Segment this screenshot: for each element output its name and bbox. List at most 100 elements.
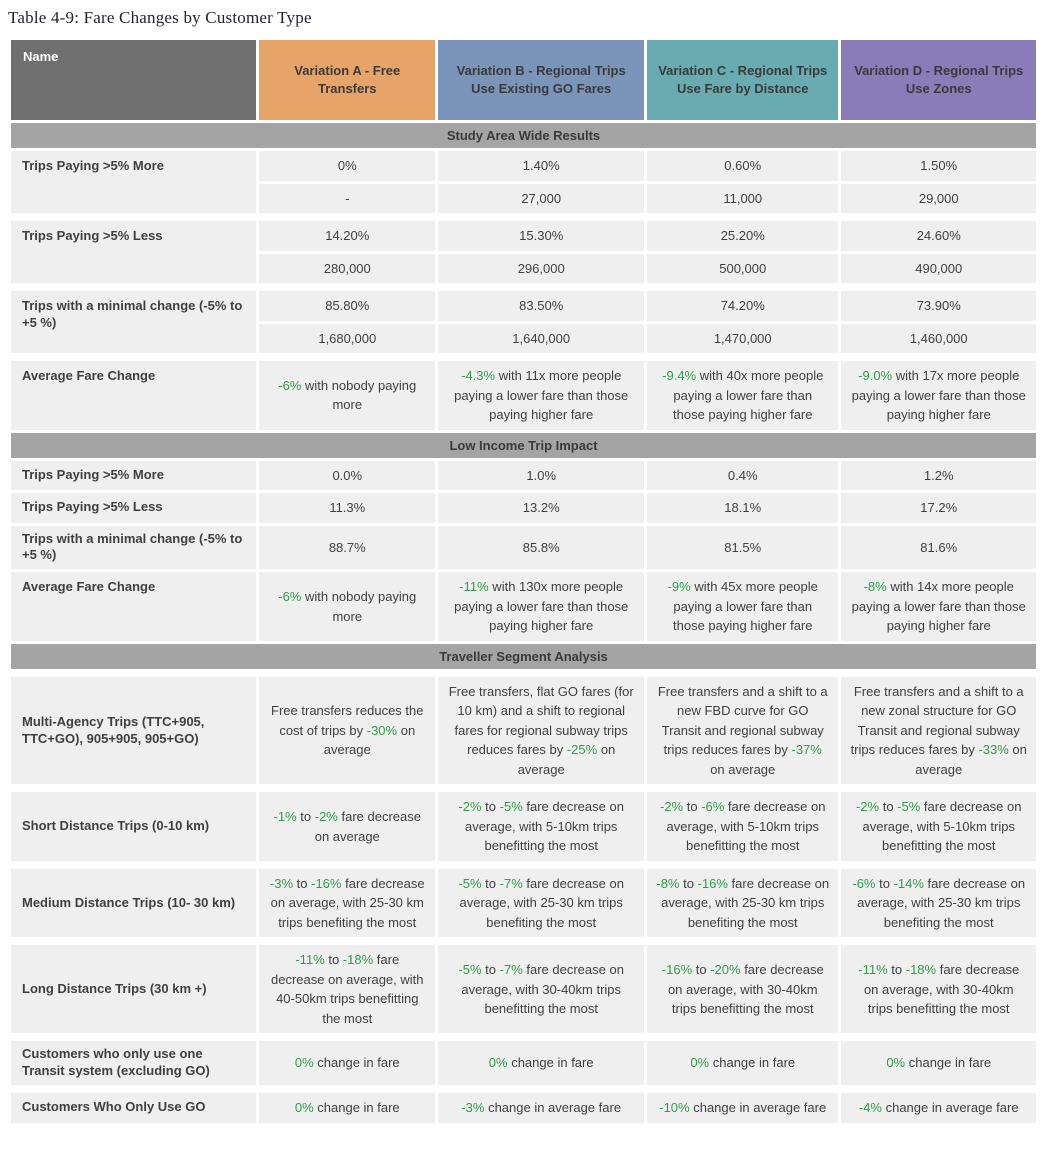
row-label: Average Fare Change — [11, 572, 257, 641]
cell-text: with 14x more people paying a lower fare… — [851, 579, 1026, 634]
value-cell: 0.60% — [647, 151, 839, 181]
cell-text: to — [481, 799, 500, 815]
highlight-percent: 0% — [488, 1055, 508, 1071]
cell-text: fare decrease on average, with 25-30 km … — [661, 875, 830, 930]
highlight-percent: -18% — [905, 962, 937, 978]
table-caption: Table 4-9: Fare Changes by Customer Type — [8, 8, 312, 27]
highlight-percent: -14% — [893, 875, 924, 891]
column-header-variation-c: Variation C - Regional Trips Use Fare by… — [647, 40, 839, 120]
value-cell: 1,460,000 — [841, 323, 1036, 353]
cell-text: change in average fare — [881, 1100, 1019, 1116]
cell-text: to — [679, 875, 698, 891]
table-row: Trips Paying >5% Less 11.3% 13.2% 18.1% 17.2… — [11, 493, 1036, 523]
row-label: Customers who only use one Transit syste… — [11, 1041, 257, 1086]
value-cell: 1,640,000 — [438, 323, 645, 353]
row-label: Trips Paying >5% Less — [11, 221, 257, 283]
cell-text: fare decrease on average, with 5-10km tr… — [666, 799, 826, 854]
cell-text: Free transfers and a shift to a new FBD … — [657, 683, 828, 758]
row-label: Trips with a minimal change (-5% to +5 %… — [11, 291, 257, 353]
row-label: Trips Paying >5% Less — [11, 493, 257, 523]
highlight-percent: -4% — [858, 1100, 882, 1116]
value-cell: 0.4% — [647, 460, 839, 490]
highlight-percent: -1% — [273, 809, 297, 825]
value-cell: -5% to -7% fare decrease on average, wit… — [438, 868, 645, 938]
row-gap-cell — [11, 356, 1036, 358]
highlight-percent: -37% — [791, 742, 822, 758]
value-cell: 490,000 — [841, 253, 1036, 283]
cell-text: fare decrease on average, with 5-10km tr… — [464, 799, 624, 854]
cell-text: fare decrease on average, with 5-10km tr… — [862, 799, 1022, 854]
row-gap — [11, 286, 1036, 288]
cell-text: fare decrease on average, with 25-30 km … — [459, 875, 624, 930]
highlight-percent: -11% — [459, 579, 489, 595]
table-row: Customers who only use one Transit syste… — [11, 1041, 1036, 1086]
highlight-percent: -3% — [461, 1100, 485, 1116]
value-cell: 280,000 — [259, 253, 436, 283]
value-cell: -11% with 130x more people paying a lowe… — [438, 572, 645, 641]
cell-text: to — [692, 962, 711, 978]
highlight-percent: -11% — [858, 962, 888, 978]
row-gap-cell — [11, 1088, 1036, 1090]
value-cell: -11% to -18% fare decrease on average, w… — [259, 945, 436, 1034]
cell-text: on average — [323, 722, 416, 758]
cell-text: with nobody paying more — [301, 589, 417, 624]
cell-text: with 130x more people paying a lower far… — [454, 579, 629, 634]
table-row: Trips Paying >5% Less 14.20% 15.30% 25.20% 2… — [11, 221, 1036, 283]
row-label: Trips with a minimal change (-5% to +5 %… — [11, 525, 257, 570]
fare-changes-table: Name Variation A - Free Transfers Variatio… — [8, 37, 1039, 1126]
table-body: Study Area Wide Results Trips Paying >5% … — [11, 123, 1036, 1123]
highlight-percent: -16% — [697, 875, 728, 891]
value-cell: -8% with 14x more people paying a lower … — [841, 572, 1036, 641]
value-cell: 0% — [259, 151, 436, 181]
cell-text: to — [481, 962, 500, 978]
highlight-percent: -18% — [342, 952, 374, 968]
cell-text: fare decrease on average — [314, 809, 421, 844]
value-cell: -2% to -5% fare decrease on average, wit… — [841, 792, 1036, 861]
value-cell: -8% to -16% fare decrease on average, wi… — [647, 868, 839, 938]
cell-text: change in fare — [313, 1055, 400, 1071]
value-cell: -5% to -7% fare decrease on average, wit… — [438, 945, 645, 1034]
cell-text: to — [296, 809, 315, 825]
cell-text: with 11x more people paying a lower fare… — [454, 368, 629, 422]
value-cell: 85.8% — [438, 525, 645, 570]
highlight-percent: -9.0% — [858, 368, 893, 383]
section-row: Low Income Trip Impact — [11, 432, 1036, 458]
table-row: Trips Paying >5% More 0% 1.40% 0.60% 1.50% — [11, 151, 1036, 213]
highlight-percent: -30% — [366, 722, 398, 738]
value-cell: -2% to -5% fare decrease on average, wit… — [438, 792, 645, 861]
row-label: Trips Paying >5% More — [11, 151, 257, 213]
cell-text: to — [324, 952, 343, 968]
row-gap — [11, 356, 1036, 358]
highlight-percent: -20% — [710, 962, 741, 978]
value-cell: 0% change in fare — [259, 1041, 436, 1086]
value-cell: 24.60% — [841, 221, 1036, 251]
value-cell: -9.0% with 17x more people paying a lowe… — [841, 361, 1036, 430]
value-cell: 296,000 — [438, 253, 645, 283]
table-row: 280,000 296,000 500,000 490,000 — [11, 253, 1036, 283]
cell-text: to — [683, 799, 702, 815]
row-label: Customers Who Only Use GO — [11, 1093, 257, 1123]
row-gap — [11, 672, 1036, 674]
cell-text: on average — [517, 742, 616, 777]
table-row: Trips with a minimal change (-5% to +5 %… — [11, 525, 1036, 570]
cell-text: with 45x more people paying a lower fare… — [673, 579, 818, 634]
column-header-variation-b: Variation B - Regional Trips Use Existin… — [438, 40, 645, 120]
cell-text: on average — [915, 742, 1027, 777]
highlight-percent: -2% — [314, 809, 338, 825]
cell-text: Free transfers reduces the cost of trips… — [271, 703, 424, 738]
value-cell: Free transfers and a shift to a new zona… — [841, 676, 1036, 785]
cell-text: fare decrease on average, with 40-50km t… — [271, 952, 424, 1026]
value-cell: -6% with nobody paying more — [259, 361, 436, 430]
value-cell: 25.20% — [647, 221, 839, 251]
value-cell: 1,470,000 — [647, 323, 839, 353]
cell-text: to — [481, 875, 500, 891]
value-cell: 0% change in fare — [259, 1093, 436, 1123]
row-gap — [11, 1036, 1036, 1038]
value-cell: 13.2% — [438, 493, 645, 523]
highlight-percent: -5% — [499, 799, 523, 815]
value-cell: 73.90% — [841, 291, 1036, 321]
cell-text: change in fare — [905, 1055, 992, 1071]
row-label: Trips Paying >5% More — [11, 460, 257, 490]
value-cell: 0.0% — [259, 460, 436, 490]
table-row: Trips Paying >5% More 0.0% 1.0% 0.4% 1.2% — [11, 460, 1036, 490]
